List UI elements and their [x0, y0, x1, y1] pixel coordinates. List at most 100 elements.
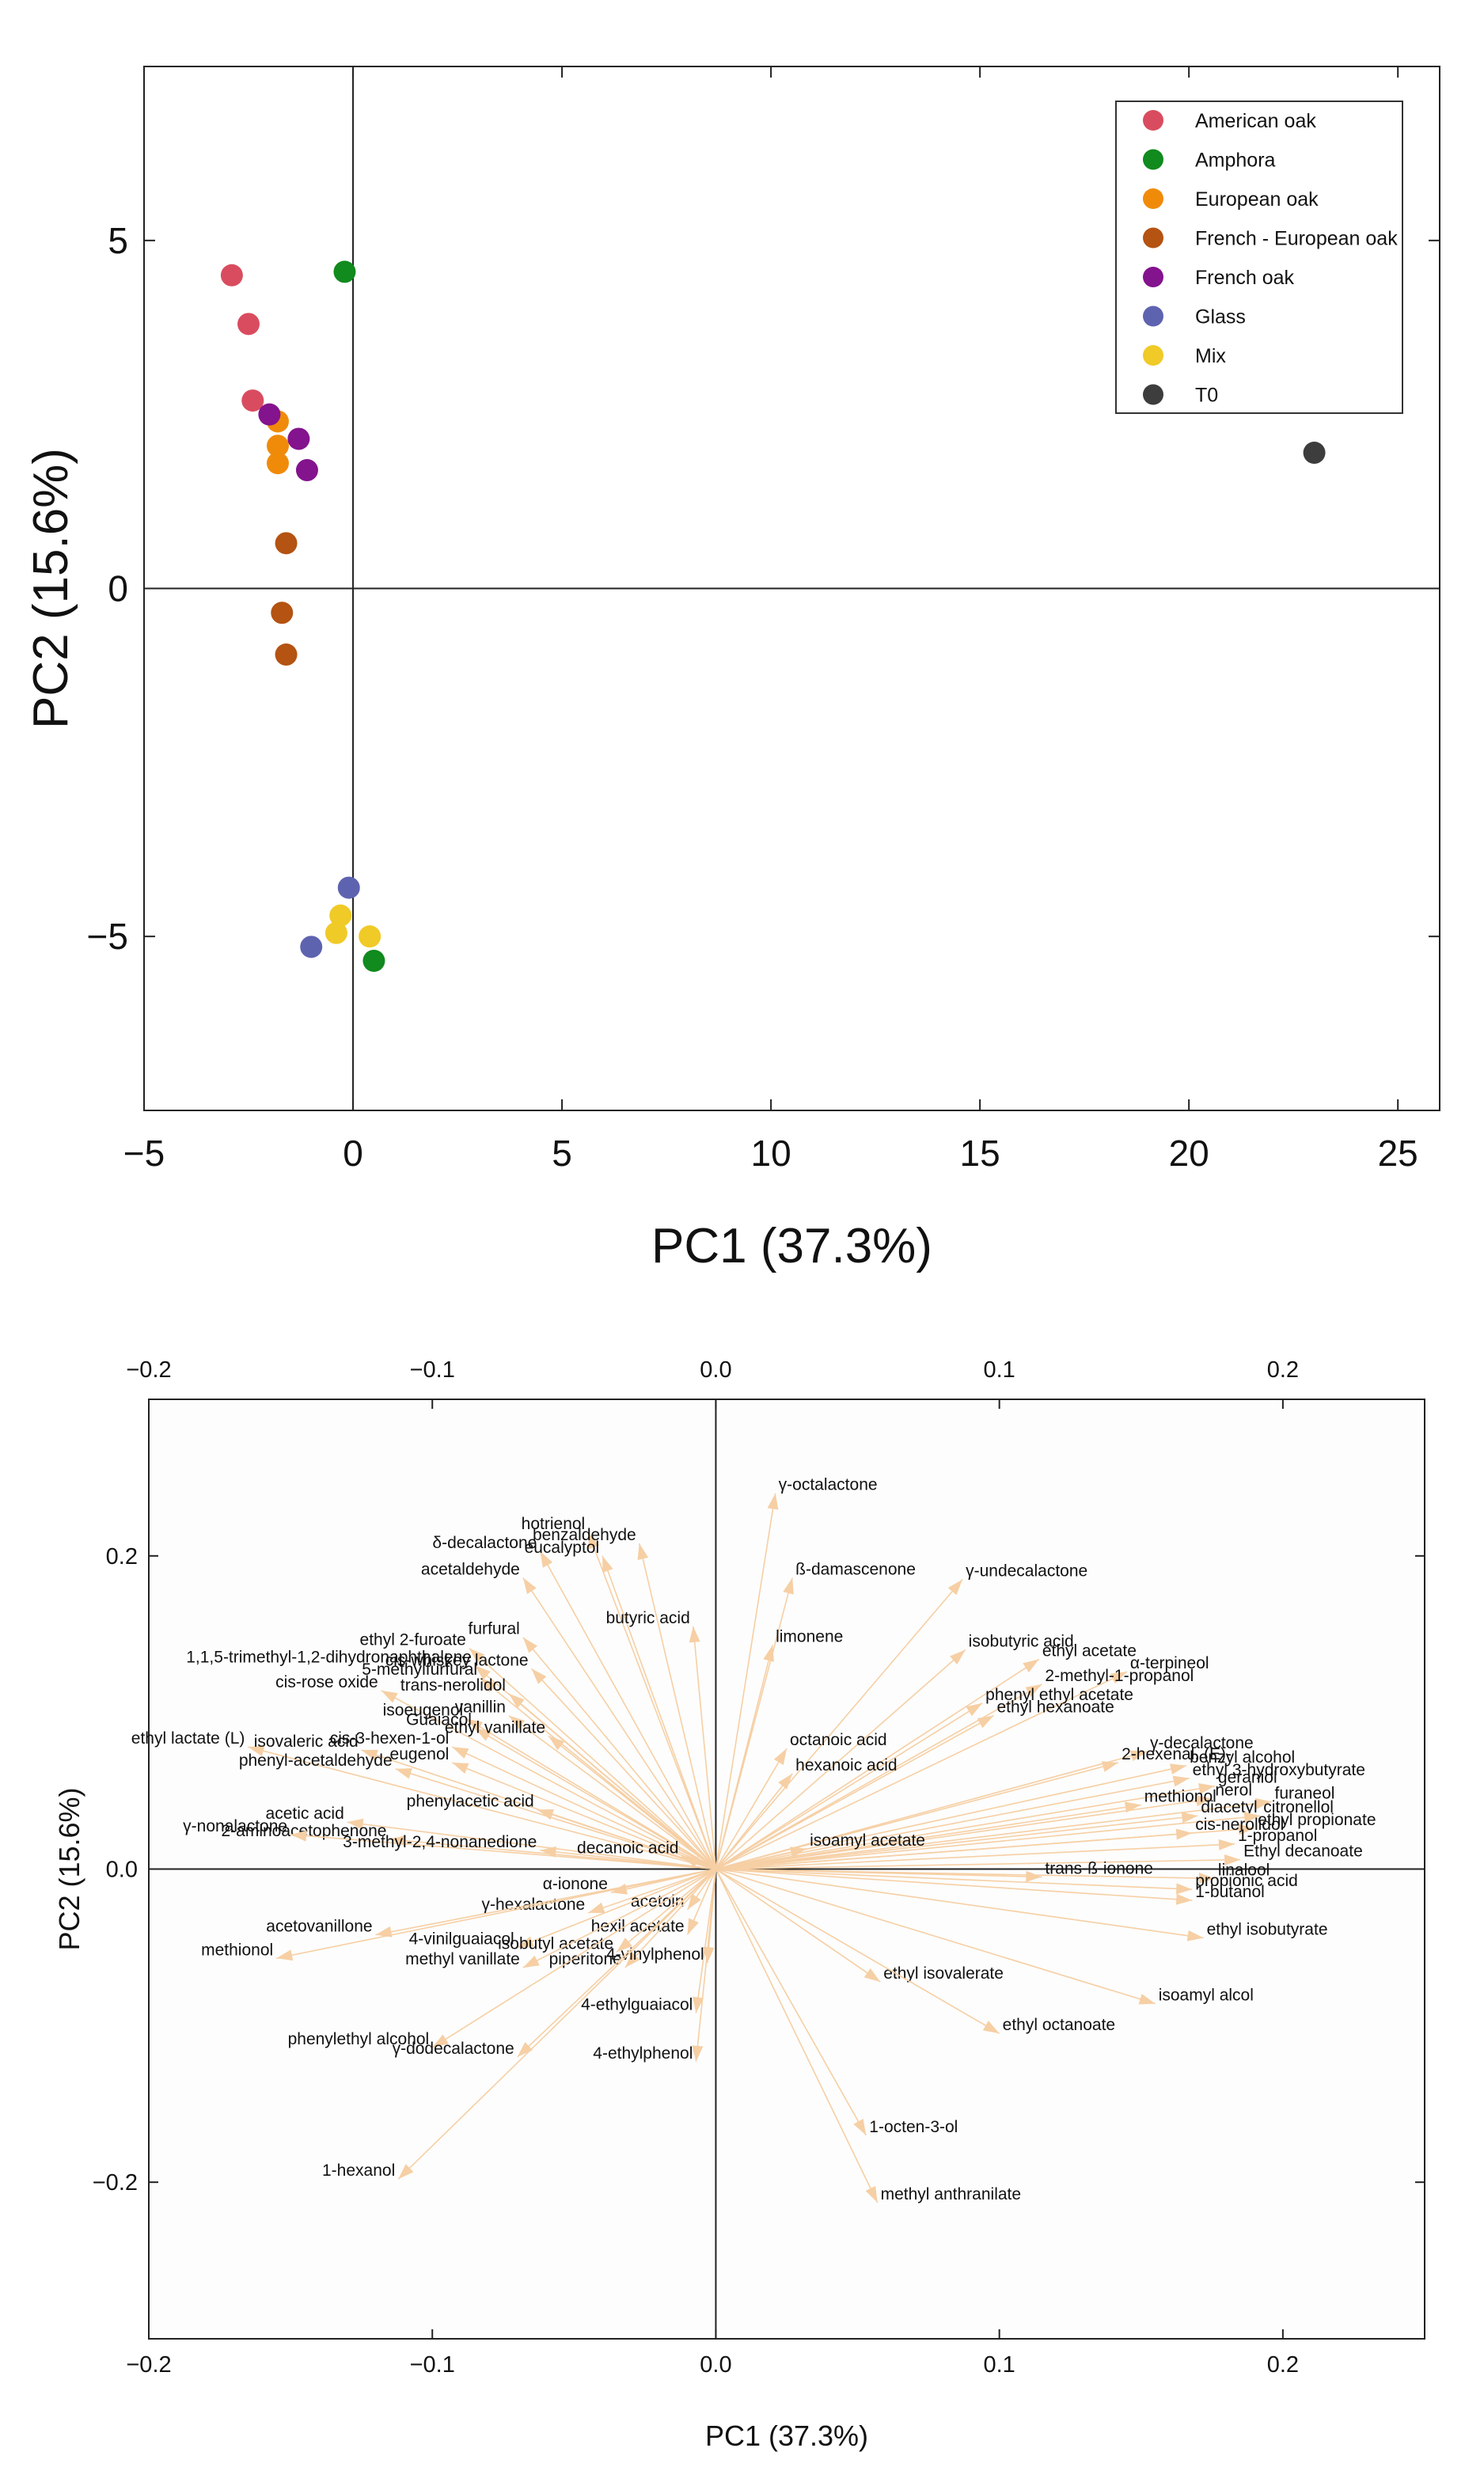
arrow-head — [703, 1946, 715, 1964]
arrow-head — [537, 1809, 554, 1820]
loading-arrow — [715, 1773, 793, 1870]
loading-arrow — [715, 1868, 1000, 2034]
arrow-head — [602, 1555, 613, 1573]
variable-label: γ-undecalactone — [966, 1562, 1087, 1581]
loading-arrow — [715, 1748, 788, 1869]
variable-label: furfural — [468, 1620, 519, 1638]
arrow-head — [637, 1543, 649, 1561]
loading-arrow — [715, 1869, 867, 2136]
variable-label: piperitone — [549, 1950, 622, 1968]
x-tick-label: 10 — [751, 1133, 791, 1174]
loading-arrow — [587, 1868, 716, 1914]
loading-arrow — [290, 1834, 716, 1870]
variable-label: benzaldehyde — [533, 1526, 636, 1544]
variable-label: 4-vinilguaiacol — [409, 1930, 514, 1948]
legend-marker — [1143, 306, 1163, 327]
variable-label: isoamyl alcol — [1159, 1987, 1254, 2005]
data-point — [362, 949, 385, 972]
legend-label: Mix — [1195, 345, 1226, 367]
variable-label: 3-methyl-2,4-nonanedione — [343, 1833, 537, 1851]
arrow-head — [522, 1637, 538, 1653]
y-tick-label: 0 — [108, 568, 128, 609]
x-tick-label: 0.2 — [1267, 2352, 1299, 2378]
loading-arrow — [715, 1815, 1198, 1870]
arrow-head — [1181, 1812, 1198, 1824]
loading-arrow — [522, 1637, 717, 1870]
loading-arrow — [715, 1785, 1216, 1870]
data-point — [220, 264, 243, 287]
variable-label: butyric acid — [606, 1609, 690, 1627]
legend-marker — [1143, 149, 1163, 170]
loading-arrow — [695, 1869, 717, 2062]
arrow-head — [783, 1577, 794, 1595]
legend-label: T0 — [1195, 385, 1218, 407]
variable-label: cis-3-hexen-1-ol — [330, 1729, 450, 1748]
arrow-head — [1129, 1750, 1147, 1762]
variable-label: acetaldehyde — [421, 1561, 520, 1579]
x-tick-label: 0.0 — [700, 2352, 731, 2378]
loading-arrow — [395, 1768, 716, 1870]
variable-label: benzyl alcohol — [1190, 1748, 1295, 1767]
variable-label: isobutyric acid — [969, 1633, 1074, 1651]
arrow-head — [522, 1955, 540, 1968]
loading-arrow — [715, 1683, 1042, 1870]
arrow-head — [1186, 1930, 1204, 1941]
variable-label: phenyl ethyl acetate — [985, 1686, 1133, 1704]
x-tick-label: −5 — [123, 1133, 165, 1174]
score-plot: −5 0 5 10 15 20 25 −5 0 5 PC1 (37.3%) PC2 (15.6%) Am… — [24, 66, 1440, 1273]
variable-label: cis-nerolidol — [1195, 1816, 1284, 1834]
arrow-head — [1026, 1870, 1042, 1882]
legend-label: European oak — [1195, 188, 1319, 211]
variable-label: phenyl-acetaldehyde — [239, 1752, 393, 1770]
variable-label: γ-octalactone — [779, 1476, 878, 1494]
arrow-head — [432, 2034, 449, 2048]
variable-label: acetic acid — [266, 1805, 344, 1823]
arrow-head — [474, 1728, 492, 1741]
variable-label: 1,1,5-trimethyl-1,2-dihydronaphthalene — [186, 1648, 472, 1666]
data-point — [333, 260, 356, 283]
loading-arrow — [715, 1868, 1193, 1891]
arrow-head — [1175, 1893, 1193, 1905]
variable-label: 1-hexanol — [322, 2161, 395, 2180]
variable-label: 1-octen-3-ol — [869, 2118, 958, 2136]
legend-box — [1115, 101, 1403, 414]
loading-arrow — [624, 1868, 717, 1968]
arrow-head — [778, 1773, 793, 1790]
x-tick-label: −0.2 — [126, 2352, 171, 2378]
loading-arrow — [715, 1493, 776, 1869]
arrow-head — [398, 2164, 414, 2180]
variable-label: ethyl isovalerate — [883, 1964, 1004, 1983]
loading-arrow — [276, 1868, 716, 1960]
loading-arrow — [715, 1671, 1128, 1870]
variable-label: ß-damascenone — [795, 1561, 916, 1579]
y-tick-label: 0.0 — [106, 1858, 138, 1883]
variable-label: α-terpineol — [1130, 1654, 1209, 1672]
variable-label: isoeugenol — [383, 1702, 464, 1720]
y-tick-label: 0.2 — [106, 1544, 138, 1569]
loading-arrow — [715, 1578, 963, 1870]
arrow-head — [375, 1926, 393, 1938]
loading-arrow — [715, 1832, 1193, 1870]
variable-label: 5-methylfurfural — [362, 1660, 477, 1679]
arrow-head — [1170, 1763, 1187, 1775]
loading-arrow — [715, 1868, 1215, 1880]
arrow-head — [1110, 1672, 1127, 1684]
y-axis-title: PC2 (15.6%) — [53, 1787, 85, 1950]
arrow-head — [1124, 1801, 1141, 1813]
arrow-head — [763, 1645, 774, 1662]
variable-label: acetovanillone — [266, 1918, 372, 1936]
variable-label: ethyl propionate — [1258, 1811, 1376, 1829]
loading-arrow — [715, 1868, 1156, 2005]
loading-arrow — [381, 1690, 716, 1870]
variable-label: ethyl isobutyrate — [1207, 1921, 1328, 1939]
loading-arrow — [531, 1668, 717, 1870]
loading-arrow — [347, 1821, 716, 1870]
loading-arrow — [715, 1702, 983, 1870]
y-axis-title: PC2 (15.6%) — [24, 448, 78, 729]
loading-arrow — [715, 1714, 994, 1870]
loading-arrow — [469, 1647, 716, 1870]
loading-arrow — [715, 1858, 1241, 1870]
arrow-head — [617, 1938, 632, 1953]
variable-label: 2-aminoacetophenone — [221, 1822, 386, 1840]
loading-arrow — [715, 1804, 1141, 1870]
